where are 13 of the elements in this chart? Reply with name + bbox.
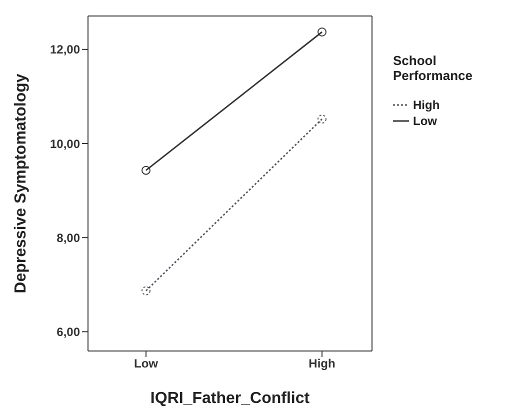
legend-label: Low xyxy=(413,113,437,129)
point xyxy=(142,286,150,296)
y-tick-label: 8,00 xyxy=(56,230,80,245)
legend-title: School Performance xyxy=(393,53,474,83)
x-axis-title: IQRI_Father_Conflict xyxy=(150,390,310,407)
point xyxy=(318,114,326,124)
y-axis-title: Depressive Symptomatology xyxy=(12,74,30,294)
y-tick-label: 12,00 xyxy=(50,42,80,57)
legend-label: High xyxy=(413,97,440,113)
y-tick-label: 10,00 xyxy=(50,136,80,151)
point xyxy=(318,27,326,36)
point xyxy=(142,166,150,175)
y-tick-label: 6,00 xyxy=(56,324,80,339)
